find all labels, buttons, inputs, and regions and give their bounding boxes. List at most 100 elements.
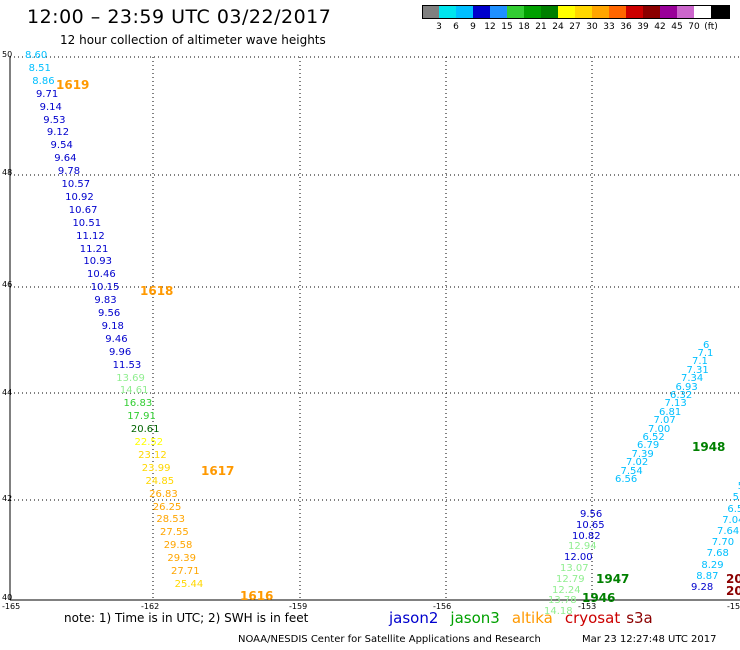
wave-height-observation: 8.87 bbox=[696, 570, 719, 582]
map-title: 12:00 – 23:59 UTC 03/22/2017 bbox=[27, 6, 332, 28]
wave-height-observation: 12.00 bbox=[564, 552, 593, 564]
wave-height-observation: 24.85 bbox=[145, 475, 175, 487]
wave-height-observation: 23.12 bbox=[138, 449, 167, 461]
wave-height-observation: 10.93 bbox=[83, 256, 113, 268]
wave-height-observation: 5.8 bbox=[732, 492, 740, 504]
wave-height-observation: 8.86 bbox=[32, 75, 55, 87]
footnote: note: 1) Time is in UTC; 2) SWH is in fe… bbox=[64, 611, 309, 625]
wave-height-observation: 6.52 bbox=[642, 432, 665, 443]
wave-height-observation: 9.14 bbox=[39, 101, 62, 113]
wave-height-observation: 7.34 bbox=[681, 373, 704, 385]
longitude-tick-label: -159 bbox=[289, 602, 308, 611]
pass-time-label: 1619 bbox=[56, 78, 90, 92]
wave-height-observation: 7.31 bbox=[686, 364, 709, 376]
wave-height-observation: 7.04 bbox=[722, 514, 740, 526]
wave-height-observation: 29.58 bbox=[163, 540, 193, 552]
wave-height-observation: 23.99 bbox=[141, 462, 171, 474]
wave-height-observation: 9.28 bbox=[691, 582, 714, 593]
wave-height-observation: 10.51 bbox=[72, 217, 102, 229]
wave-height-observation: 7.02 bbox=[626, 457, 649, 469]
longitude-tick-label: -15 bbox=[727, 602, 740, 611]
color-scale-label: 70 bbox=[688, 22, 700, 32]
wave-height-observation: 11.53 bbox=[112, 359, 142, 371]
color-scale-label: 6 bbox=[453, 22, 459, 32]
wave-height-observation: 9.46 bbox=[105, 333, 128, 345]
color-swatch bbox=[711, 5, 730, 19]
wave-height-observation: 6.93 bbox=[675, 381, 698, 393]
latitude-tick-label: 44 bbox=[2, 388, 13, 397]
color-scale-label: 36 bbox=[620, 22, 632, 32]
wave-height-observation: 13.69 bbox=[116, 372, 145, 384]
wave-height-observation: 9.56 bbox=[98, 308, 121, 319]
longitude-tick-label: -153 bbox=[578, 602, 597, 611]
pass-time-label: 1616 bbox=[240, 589, 274, 603]
wave-height-observation: 9.56 bbox=[580, 509, 603, 520]
wave-height-observation: 27.71 bbox=[171, 566, 200, 577]
wave-height-observation: 11.12 bbox=[76, 230, 105, 242]
color-scale-label: 3 bbox=[436, 22, 442, 32]
legend-s3a: s3a bbox=[626, 609, 653, 627]
wave-height-observation: 20.61 bbox=[130, 424, 160, 436]
wave-height-observation: 11.21 bbox=[79, 243, 109, 255]
wave-height-observation: 7.00 bbox=[648, 423, 671, 435]
wave-height-observation: 6.79 bbox=[637, 440, 660, 452]
wave-height-observation: 7.54 bbox=[620, 465, 643, 477]
wave-height-observation: 29.39 bbox=[167, 553, 196, 565]
wave-height-observation: 6 bbox=[703, 339, 710, 351]
wave-height-observation: 12.94 bbox=[568, 541, 597, 553]
color-scale-label: (ft) bbox=[704, 22, 718, 32]
wave-height-observation: 9.54 bbox=[50, 140, 73, 152]
wave-height-observation: 10.46 bbox=[87, 269, 116, 281]
satellite-legend: jason2 jason3 altika cryosat s3a bbox=[389, 608, 665, 627]
wave-height-observation: 12.24 bbox=[552, 584, 581, 596]
latitude-tick-label: 50 bbox=[2, 50, 13, 59]
color-scale-label: 39 bbox=[637, 22, 649, 32]
color-scale-label: 27 bbox=[569, 22, 581, 32]
wave-height-observation: 27.55 bbox=[160, 527, 189, 539]
wave-height-observation: 8.51 bbox=[28, 62, 51, 74]
color-scale-frame bbox=[422, 5, 728, 19]
color-scale-label: 30 bbox=[586, 22, 598, 32]
pass-time-label: 1618 bbox=[140, 284, 174, 298]
wave-height-observation: 9.53 bbox=[43, 114, 66, 126]
wave-height-observation: 7.64 bbox=[717, 526, 740, 537]
pass-time-label: 1946 bbox=[582, 591, 616, 605]
color-scale-label: 9 bbox=[470, 22, 476, 32]
legend-altika: altika bbox=[511, 609, 553, 627]
pass-time-label: 1948 bbox=[692, 440, 726, 454]
wave-height-observation: 7.68 bbox=[706, 548, 729, 560]
wave-height-observation: 7.07 bbox=[653, 415, 676, 427]
wave-height-observation: 12.79 bbox=[556, 573, 585, 585]
longitude-tick-label: -156 bbox=[433, 602, 452, 611]
wave-height-observation: 7.39 bbox=[631, 448, 654, 460]
latitude-tick-label: 42 bbox=[2, 494, 13, 503]
wave-height-observation: 9.64 bbox=[54, 153, 77, 165]
wave-height-observation: 6.32 bbox=[670, 390, 693, 401]
wave-height-observation: 10.15 bbox=[90, 282, 120, 294]
wave-height-observation: 9.83 bbox=[94, 295, 117, 307]
wave-height-observation: 13.78 bbox=[548, 595, 577, 607]
wave-height-observation: 9.71 bbox=[35, 88, 59, 100]
generation-timestamp: Mar 23 12:27:48 UTC 2017 bbox=[582, 634, 717, 645]
color-scale-label: 18 bbox=[518, 22, 530, 32]
map-subtitle: 12 hour collection of altimeter wave hei… bbox=[60, 33, 326, 47]
wave-height-observation: 26.25 bbox=[152, 501, 182, 513]
wave-height-observation: 7.1 bbox=[692, 356, 708, 368]
color-scale-label: 12 bbox=[484, 22, 496, 32]
wave-height-observation: 9.12 bbox=[46, 127, 70, 139]
wave-height-observation: 25.44 bbox=[174, 578, 204, 590]
pass-time-label: 20 bbox=[726, 584, 740, 598]
wave-height-observation: 26.83 bbox=[149, 488, 178, 500]
longitude-tick-label: -162 bbox=[141, 602, 160, 611]
wave-height-observation: 14.18 bbox=[544, 606, 573, 618]
wave-height-observation: 9.78 bbox=[57, 166, 81, 178]
wave-height-observation: 28.53 bbox=[156, 514, 186, 526]
color-scale-label: 45 bbox=[671, 22, 683, 32]
color-scale-label: 21 bbox=[535, 22, 547, 32]
color-scale-label: 33 bbox=[603, 22, 615, 32]
pass-time-label: 1947 bbox=[596, 572, 630, 586]
latitude-tick-label: 40 bbox=[2, 593, 13, 602]
wave-height-observation: 5.9 bbox=[738, 481, 740, 492]
wave-height-observation: 8.60 bbox=[25, 50, 48, 61]
